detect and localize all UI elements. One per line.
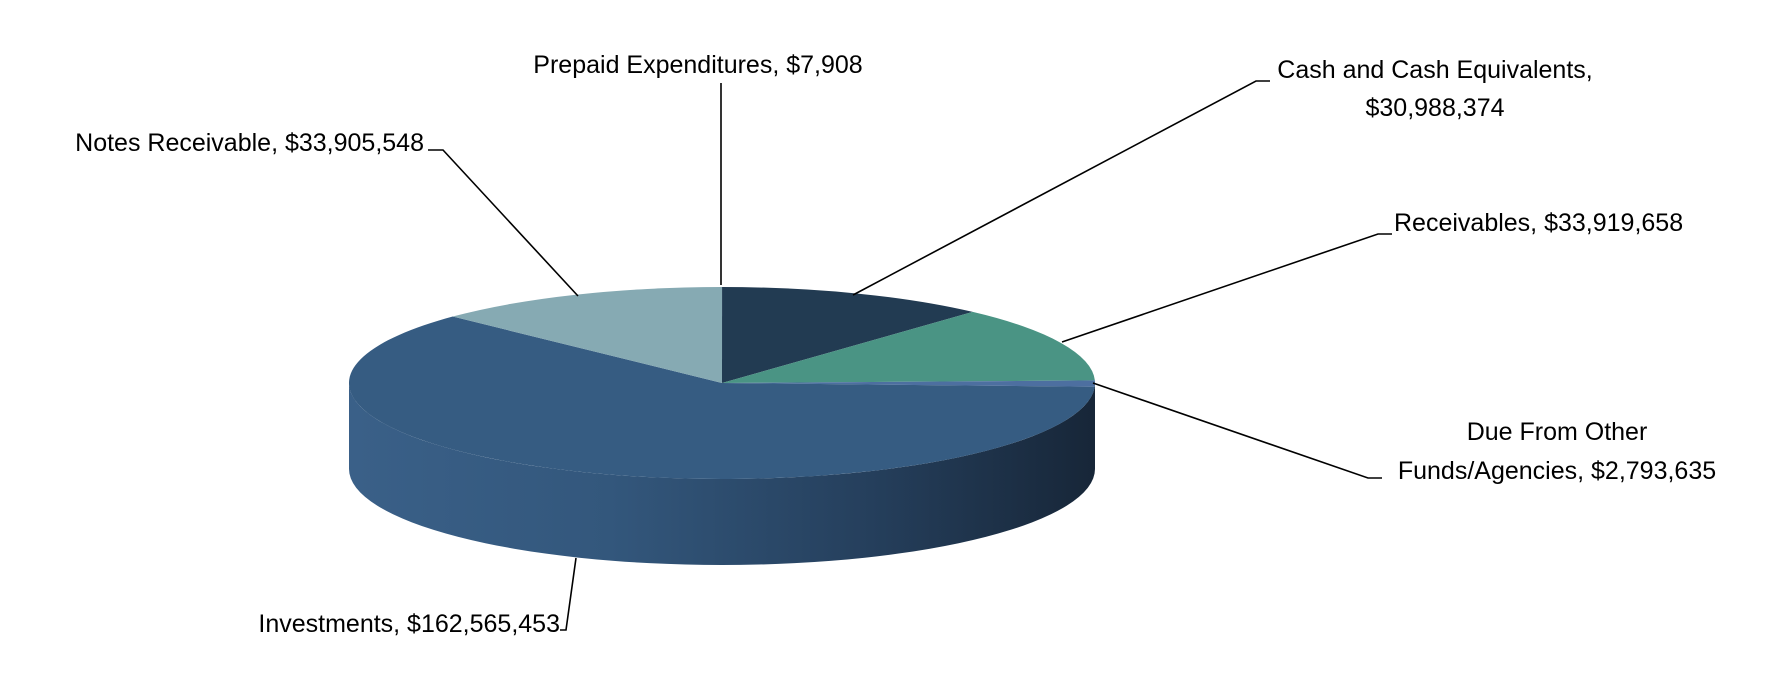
pie-side-surface	[349, 383, 1095, 565]
leader-line-cash	[852, 80, 1270, 296]
pie-slice-receivables	[722, 311, 1095, 383]
pie-side-wall	[349, 383, 1095, 565]
pie-slice-investments	[349, 316, 1095, 480]
leader-line-receivables	[1061, 233, 1392, 343]
leader-line-due	[1092, 382, 1382, 479]
leader-line-notes	[428, 149, 579, 297]
label-cash-line1: Cash and Cash Equivalents,	[1277, 56, 1592, 84]
label-notes: Notes Receivable, $33,905,548	[75, 129, 424, 157]
data-labels: Prepaid Expenditures, $7,908 Cash and Ca…	[75, 51, 1716, 638]
label-cash-line2: $30,988,374	[1365, 94, 1504, 122]
pie-slice-notes-receivable	[452, 287, 722, 383]
leader-lines	[428, 80, 1392, 631]
label-investments: Investments, $162,565,453	[258, 610, 560, 638]
leader-line-investments	[560, 557, 577, 631]
label-prepaid: Prepaid Expenditures, $7,908	[533, 51, 862, 79]
pie-slice-due-from-other-funds-agencies	[722, 380, 1095, 387]
label-due-line2: Funds/Agencies, $2,793,635	[1398, 457, 1716, 485]
pie-slice-cash-and-cash-equivalents	[722, 287, 973, 383]
pie-slices	[349, 287, 1095, 480]
label-receivables: Receivables, $33,919,658	[1394, 209, 1683, 237]
label-due-line1: Due From Other	[1467, 418, 1648, 446]
